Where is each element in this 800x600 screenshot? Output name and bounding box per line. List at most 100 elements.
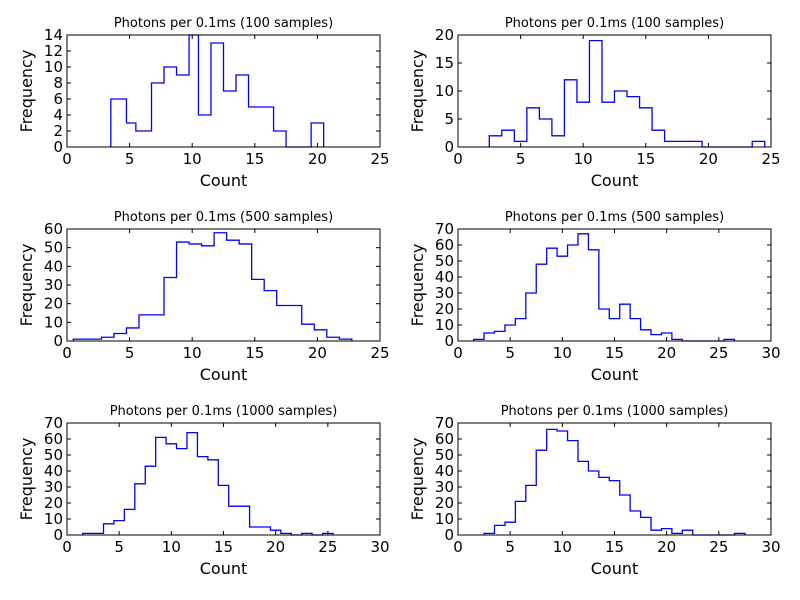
y-tick-label: 40	[435, 462, 454, 480]
histogram-bar	[630, 319, 640, 341]
histogram-bar	[164, 278, 177, 341]
histogram-bar	[166, 444, 176, 535]
x-tick-label: 5	[505, 538, 515, 556]
x-tick-label: 5	[125, 344, 135, 362]
y-tick-label: 10	[44, 58, 63, 76]
histogram-bar	[484, 333, 494, 341]
histogram-bar	[515, 319, 525, 341]
histogram-bar	[578, 234, 588, 341]
x-tick-label: 15	[245, 150, 264, 168]
histogram-bar	[126, 328, 139, 341]
histogram-bar	[627, 97, 640, 147]
y-tick-label: 20	[44, 494, 63, 512]
histogram-bar	[189, 35, 198, 147]
histogram-series-line	[488, 39, 766, 148]
y-tick-label: 40	[44, 462, 63, 480]
histogram-bar	[536, 264, 546, 341]
histogram-bar	[252, 279, 265, 341]
y-tick-label: 4	[53, 106, 63, 124]
x-tick-label: 15	[636, 150, 655, 168]
y-tick-label: 60	[435, 236, 454, 254]
y-tick-label: 30	[435, 478, 454, 496]
histogram-bar	[641, 517, 651, 535]
y-axis-label: Frequency	[17, 438, 36, 521]
histogram-panel-5: Photons per 0.1ms (1000 samples) Frequenc…	[17, 404, 390, 578]
x-tick-label: 10	[553, 538, 572, 556]
y-axis-label: Frequency	[408, 244, 427, 327]
x-tick-label: 5	[114, 538, 124, 556]
histogram-bar	[599, 309, 609, 341]
histogram-panel-2: Photons per 0.1ms (100 samples) Frequency…	[408, 16, 781, 190]
y-tick-label: 60	[44, 220, 63, 238]
histogram-bar	[502, 130, 515, 147]
x-tick-label: 15	[605, 344, 624, 362]
histogram-bar	[557, 431, 567, 535]
y-tick-label: 5	[444, 110, 454, 128]
y-axis-label: Frequency	[17, 50, 36, 133]
y-tick-label: 20	[435, 494, 454, 512]
histogram-bar	[139, 315, 164, 341]
histogram-bar	[589, 41, 602, 147]
histogram-bar	[539, 119, 552, 147]
histogram-panel-4: Photons per 0.1ms (500 samples) Frequency…	[408, 210, 781, 384]
y-tick-label: 0	[444, 526, 454, 544]
x-tick-label: 20	[308, 150, 327, 168]
histogram-series-line	[72, 232, 353, 341]
histogram-bar	[177, 242, 190, 341]
x-tick-label: 25	[318, 538, 337, 556]
histogram-bar	[640, 108, 653, 147]
x-tick-label: 10	[162, 538, 181, 556]
histogram-bar	[652, 130, 665, 147]
y-tick-label: 10	[435, 510, 454, 528]
histogram-bar	[264, 291, 277, 341]
y-tick-label: 50	[44, 446, 63, 464]
x-tick-label: 5	[516, 150, 526, 168]
y-tick-label: 50	[435, 252, 454, 270]
histogram-bar	[752, 141, 765, 147]
x-tick-label: 25	[761, 150, 780, 168]
y-tick-label: 8	[53, 74, 63, 92]
y-tick-label: 30	[44, 478, 63, 496]
chart-title: Photons per 0.1ms (1000 samples)	[110, 404, 338, 419]
histogram-bar	[578, 461, 588, 535]
x-tick-label: 10	[183, 344, 202, 362]
y-tick-label: 60	[435, 430, 454, 448]
x-axis-label: Count	[591, 171, 639, 190]
histogram-series-line	[483, 428, 746, 536]
chart-title: Photons per 0.1ms (100 samples)	[114, 16, 333, 31]
histogram-bar	[630, 511, 640, 535]
histogram-bar	[152, 83, 165, 147]
histogram-bar	[202, 246, 215, 341]
y-tick-label: 2	[53, 122, 63, 140]
x-tick-label: 20	[266, 538, 285, 556]
plot-frame	[457, 422, 772, 536]
x-tick-label: 10	[574, 150, 593, 168]
y-tick-label: 20	[44, 295, 63, 313]
x-tick-label: 0	[453, 538, 463, 556]
x-tick-label: 0	[62, 344, 72, 362]
histogram-bar	[229, 506, 250, 535]
histogram-bar	[274, 131, 287, 147]
histogram-bar	[111, 99, 127, 147]
histogram-bar	[602, 102, 615, 147]
y-tick-label: 30	[435, 284, 454, 302]
y-tick-label: 70	[44, 414, 63, 432]
histogram-bar	[495, 525, 505, 535]
x-tick-label: 30	[761, 538, 780, 556]
y-tick-label: 40	[435, 268, 454, 286]
histogram-bar	[187, 433, 197, 535]
x-axis-label: Count	[200, 171, 248, 190]
y-tick-label: 12	[44, 42, 63, 60]
x-tick-label: 0	[453, 344, 463, 362]
histogram-bar	[224, 91, 237, 147]
histogram-bar	[198, 115, 211, 147]
x-axis-label: Count	[200, 365, 248, 384]
histogram-series-line	[473, 233, 736, 342]
x-tick-label: 0	[453, 150, 463, 168]
x-tick-label: 30	[761, 344, 780, 362]
x-tick-label: 30	[370, 538, 389, 556]
x-axis-label: Count	[591, 559, 639, 578]
y-tick-label: 14	[44, 26, 63, 44]
histogram-bar	[682, 530, 692, 535]
plot-frame	[457, 228, 772, 342]
